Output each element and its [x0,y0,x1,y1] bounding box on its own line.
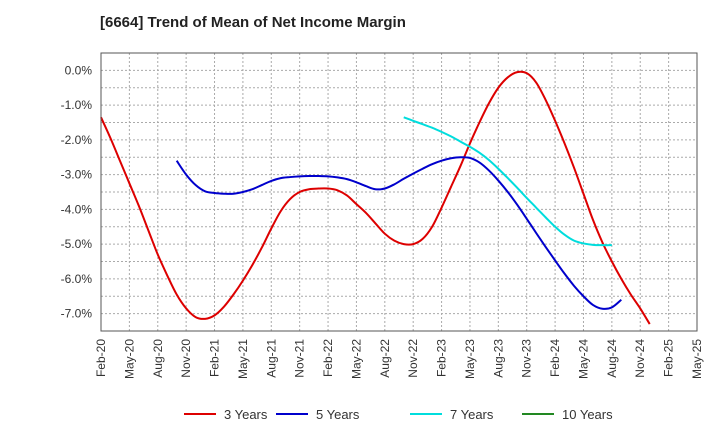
x-tick-label: Nov-23 [520,339,534,378]
y-tick-label: -3.0% [61,168,93,182]
x-tick-label: Aug-24 [605,339,619,378]
x-tick-label: May-24 [576,339,590,379]
x-tick-label: Feb-23 [435,339,449,377]
x-tick-label: May-25 [690,339,704,379]
x-tick-label: Nov-22 [406,339,420,378]
y-tick-label: -1.0% [61,98,93,112]
series-line-7-years [403,116,612,247]
y-tick-label: -5.0% [61,237,93,251]
legend-label-10-years: 10 Years [562,407,613,422]
plot-area-frame [100,52,698,332]
legend-label-5-years: 5 Years [316,407,360,422]
y-tick-label: -7.0% [61,307,93,321]
y-tick-label: -2.0% [61,133,93,147]
legend-label-3-years: 3 Years [224,407,268,422]
series-lines [100,70,651,325]
x-tick-label: Nov-24 [633,339,647,378]
x-tick-label: Feb-21 [208,339,222,377]
y-tick-label: 0.0% [65,63,93,77]
x-tick-label: May-22 [349,339,363,379]
series-line-5-years [175,156,622,310]
x-tick-label: May-20 [122,339,136,379]
chart-title: [6664] Trend of Mean of Net Income Margi… [100,14,406,31]
x-tick-label: Feb-22 [321,339,335,377]
x-tick-label: Aug-21 [264,339,278,378]
y-tick-label: -6.0% [61,272,93,286]
x-tick-label: Nov-20 [179,339,193,378]
x-tick-label: Aug-22 [378,339,392,378]
x-tick-label: Aug-23 [491,339,505,378]
x-axis-ticks: Feb-20 May-20 Aug-20 Nov-20 Feb-21 May-21 Aug-… [94,339,704,379]
grid [100,52,698,332]
legend-label-7-years: 7 Years [450,407,494,422]
x-tick-label: Feb-25 [662,339,676,377]
series-line-3-years [100,70,651,325]
x-tick-label: Feb-20 [94,339,108,377]
x-tick-label: Nov-21 [293,339,307,378]
x-tick-label: May-23 [463,339,477,379]
x-tick-label: May-21 [236,339,250,379]
x-tick-label: Feb-24 [548,339,562,377]
y-axis-ticks: 0.0% -1.0% -2.0% -3.0% -4.0% -5.0% -6.0% -7.0% [61,63,93,320]
y-tick-label: -4.0% [61,202,93,216]
x-tick-label: Aug-20 [151,339,165,378]
legend: 3 Years 5 Years 7 Years 10 Years [184,407,613,422]
